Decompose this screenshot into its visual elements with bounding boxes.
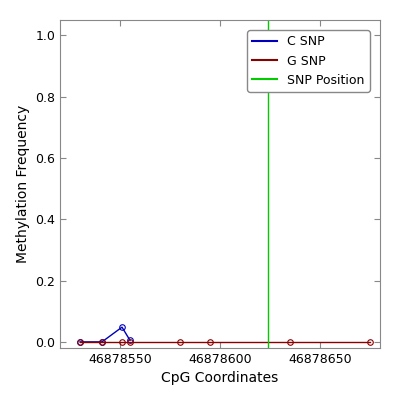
C SNP <box>120 325 124 330</box>
G SNP <box>128 340 132 344</box>
Legend: C SNP, G SNP, SNP Position: C SNP, G SNP, SNP Position <box>248 30 370 92</box>
G SNP <box>100 340 104 344</box>
G SNP <box>120 340 124 344</box>
G SNP <box>368 340 372 344</box>
G SNP <box>178 340 182 344</box>
Line: C SNP: C SNP <box>77 324 133 345</box>
C SNP <box>128 338 132 343</box>
G SNP <box>78 340 82 344</box>
Line: G SNP: G SNP <box>77 339 373 345</box>
G SNP <box>208 340 212 344</box>
Y-axis label: Methylation Frequency: Methylation Frequency <box>16 105 30 263</box>
X-axis label: CpG Coordinates: CpG Coordinates <box>161 372 279 386</box>
G SNP <box>288 340 292 344</box>
C SNP <box>100 340 104 344</box>
C SNP <box>78 340 82 344</box>
